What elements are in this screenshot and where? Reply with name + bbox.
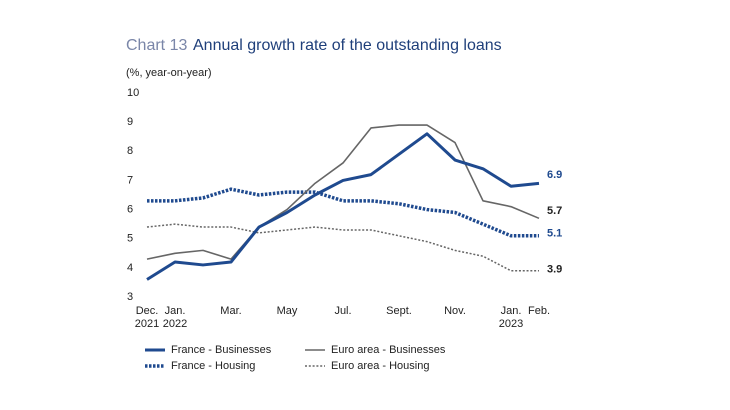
x-tick-label: Dec. 2021 bbox=[134, 305, 160, 330]
x-tick-label: Jan. 2022 bbox=[162, 305, 188, 330]
x-tick-label: Feb. bbox=[527, 305, 550, 317]
x-tick-label: Nov. bbox=[444, 305, 466, 317]
y-tick-label: 9 bbox=[127, 116, 133, 128]
x-tick-label: Jul. bbox=[334, 305, 352, 317]
end-value-label: 5.7 bbox=[547, 205, 562, 217]
y-tick-label: 10 bbox=[127, 87, 139, 99]
y-tick-label: 3 bbox=[127, 291, 133, 303]
chart-title: Annual growth rate of the outstanding lo… bbox=[193, 37, 502, 54]
legend-label: Euro area - Businesses bbox=[331, 344, 446, 356]
legend-label: France - Housing bbox=[171, 360, 255, 372]
x-tick-label: May bbox=[276, 305, 298, 317]
legend-label: France - Businesses bbox=[171, 344, 272, 356]
x-tick-label: Jan. 2023 bbox=[498, 305, 524, 330]
series-line bbox=[146, 124, 540, 260]
chart-label: Chart 13 bbox=[126, 37, 187, 54]
end-value-label: 3.9 bbox=[547, 264, 562, 276]
x-tick-label: Sept. bbox=[386, 305, 412, 317]
chart-subtitle: (%, year-on-year) bbox=[126, 67, 212, 79]
series-line bbox=[147, 187, 539, 238]
legend-label: Euro area - Housing bbox=[331, 360, 429, 372]
y-tick-label: 4 bbox=[127, 262, 133, 274]
end-value-label: 5.1 bbox=[547, 228, 562, 240]
series-line bbox=[146, 132, 540, 281]
y-tick-label: 5 bbox=[127, 233, 133, 245]
end-value-label: 6.9 bbox=[547, 169, 562, 181]
y-tick-label: 8 bbox=[127, 145, 133, 157]
y-tick-label: 6 bbox=[127, 203, 133, 215]
x-tick-label: Mar. bbox=[220, 305, 242, 317]
series-line bbox=[146, 223, 539, 272]
y-tick-label: 7 bbox=[127, 174, 133, 186]
